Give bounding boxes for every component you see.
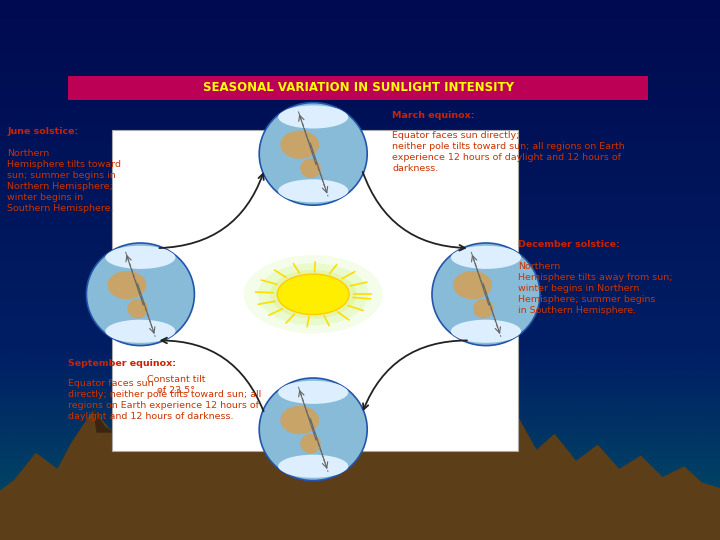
Ellipse shape xyxy=(300,159,321,178)
Polygon shape xyxy=(187,389,209,421)
Text: December solstice:: December solstice: xyxy=(518,240,620,249)
Ellipse shape xyxy=(105,246,176,269)
Ellipse shape xyxy=(280,406,319,434)
Ellipse shape xyxy=(278,105,348,129)
Text: September equinox:: September equinox: xyxy=(68,359,176,368)
Ellipse shape xyxy=(105,320,176,343)
Text: Equator faces sun
directly; neither pole tilts toward sun; all
regions on Earth : Equator faces sun directly; neither pole… xyxy=(68,379,261,421)
Text: Constant tilt
of 23.5°: Constant tilt of 23.5° xyxy=(147,375,206,395)
Ellipse shape xyxy=(278,381,348,404)
Text: Equator faces sun directly;
neither pole tilts toward sun; all regions on Earth
: Equator faces sun directly; neither pole… xyxy=(392,131,625,173)
Ellipse shape xyxy=(270,270,356,319)
Text: June solstice:: June solstice: xyxy=(7,127,78,136)
FancyBboxPatch shape xyxy=(68,76,648,100)
Ellipse shape xyxy=(127,299,148,319)
Ellipse shape xyxy=(432,243,540,346)
Ellipse shape xyxy=(107,271,146,299)
Ellipse shape xyxy=(258,263,369,325)
Text: March equinox:: March equinox: xyxy=(392,111,475,120)
Polygon shape xyxy=(432,381,457,424)
Ellipse shape xyxy=(277,274,349,314)
Ellipse shape xyxy=(278,455,348,478)
Ellipse shape xyxy=(259,103,367,205)
Polygon shape xyxy=(259,378,281,416)
Text: Northern
Hemisphere tilts toward
sun; summer begins in
Northern Hemisphere;
wint: Northern Hemisphere tilts toward sun; su… xyxy=(7,148,121,213)
Ellipse shape xyxy=(86,243,194,346)
Polygon shape xyxy=(94,410,112,432)
Ellipse shape xyxy=(300,434,321,454)
Polygon shape xyxy=(328,367,346,405)
Polygon shape xyxy=(0,367,720,540)
Ellipse shape xyxy=(453,271,492,299)
FancyBboxPatch shape xyxy=(112,130,518,451)
Polygon shape xyxy=(490,494,720,540)
Ellipse shape xyxy=(473,299,494,319)
Ellipse shape xyxy=(278,179,348,202)
Polygon shape xyxy=(497,440,518,451)
Ellipse shape xyxy=(451,320,521,343)
Ellipse shape xyxy=(243,255,383,333)
Text: SEASONAL VARIATION IN SUNLIGHT INTENSITY: SEASONAL VARIATION IN SUNLIGHT INTENSITY xyxy=(203,81,513,94)
Ellipse shape xyxy=(451,246,521,269)
Ellipse shape xyxy=(259,378,367,481)
Ellipse shape xyxy=(279,275,347,313)
Text: Northern
Hemisphere tilts away from sun;
winter begins in Northern
Hemisphere; s: Northern Hemisphere tilts away from sun;… xyxy=(518,262,673,315)
Ellipse shape xyxy=(280,131,319,159)
